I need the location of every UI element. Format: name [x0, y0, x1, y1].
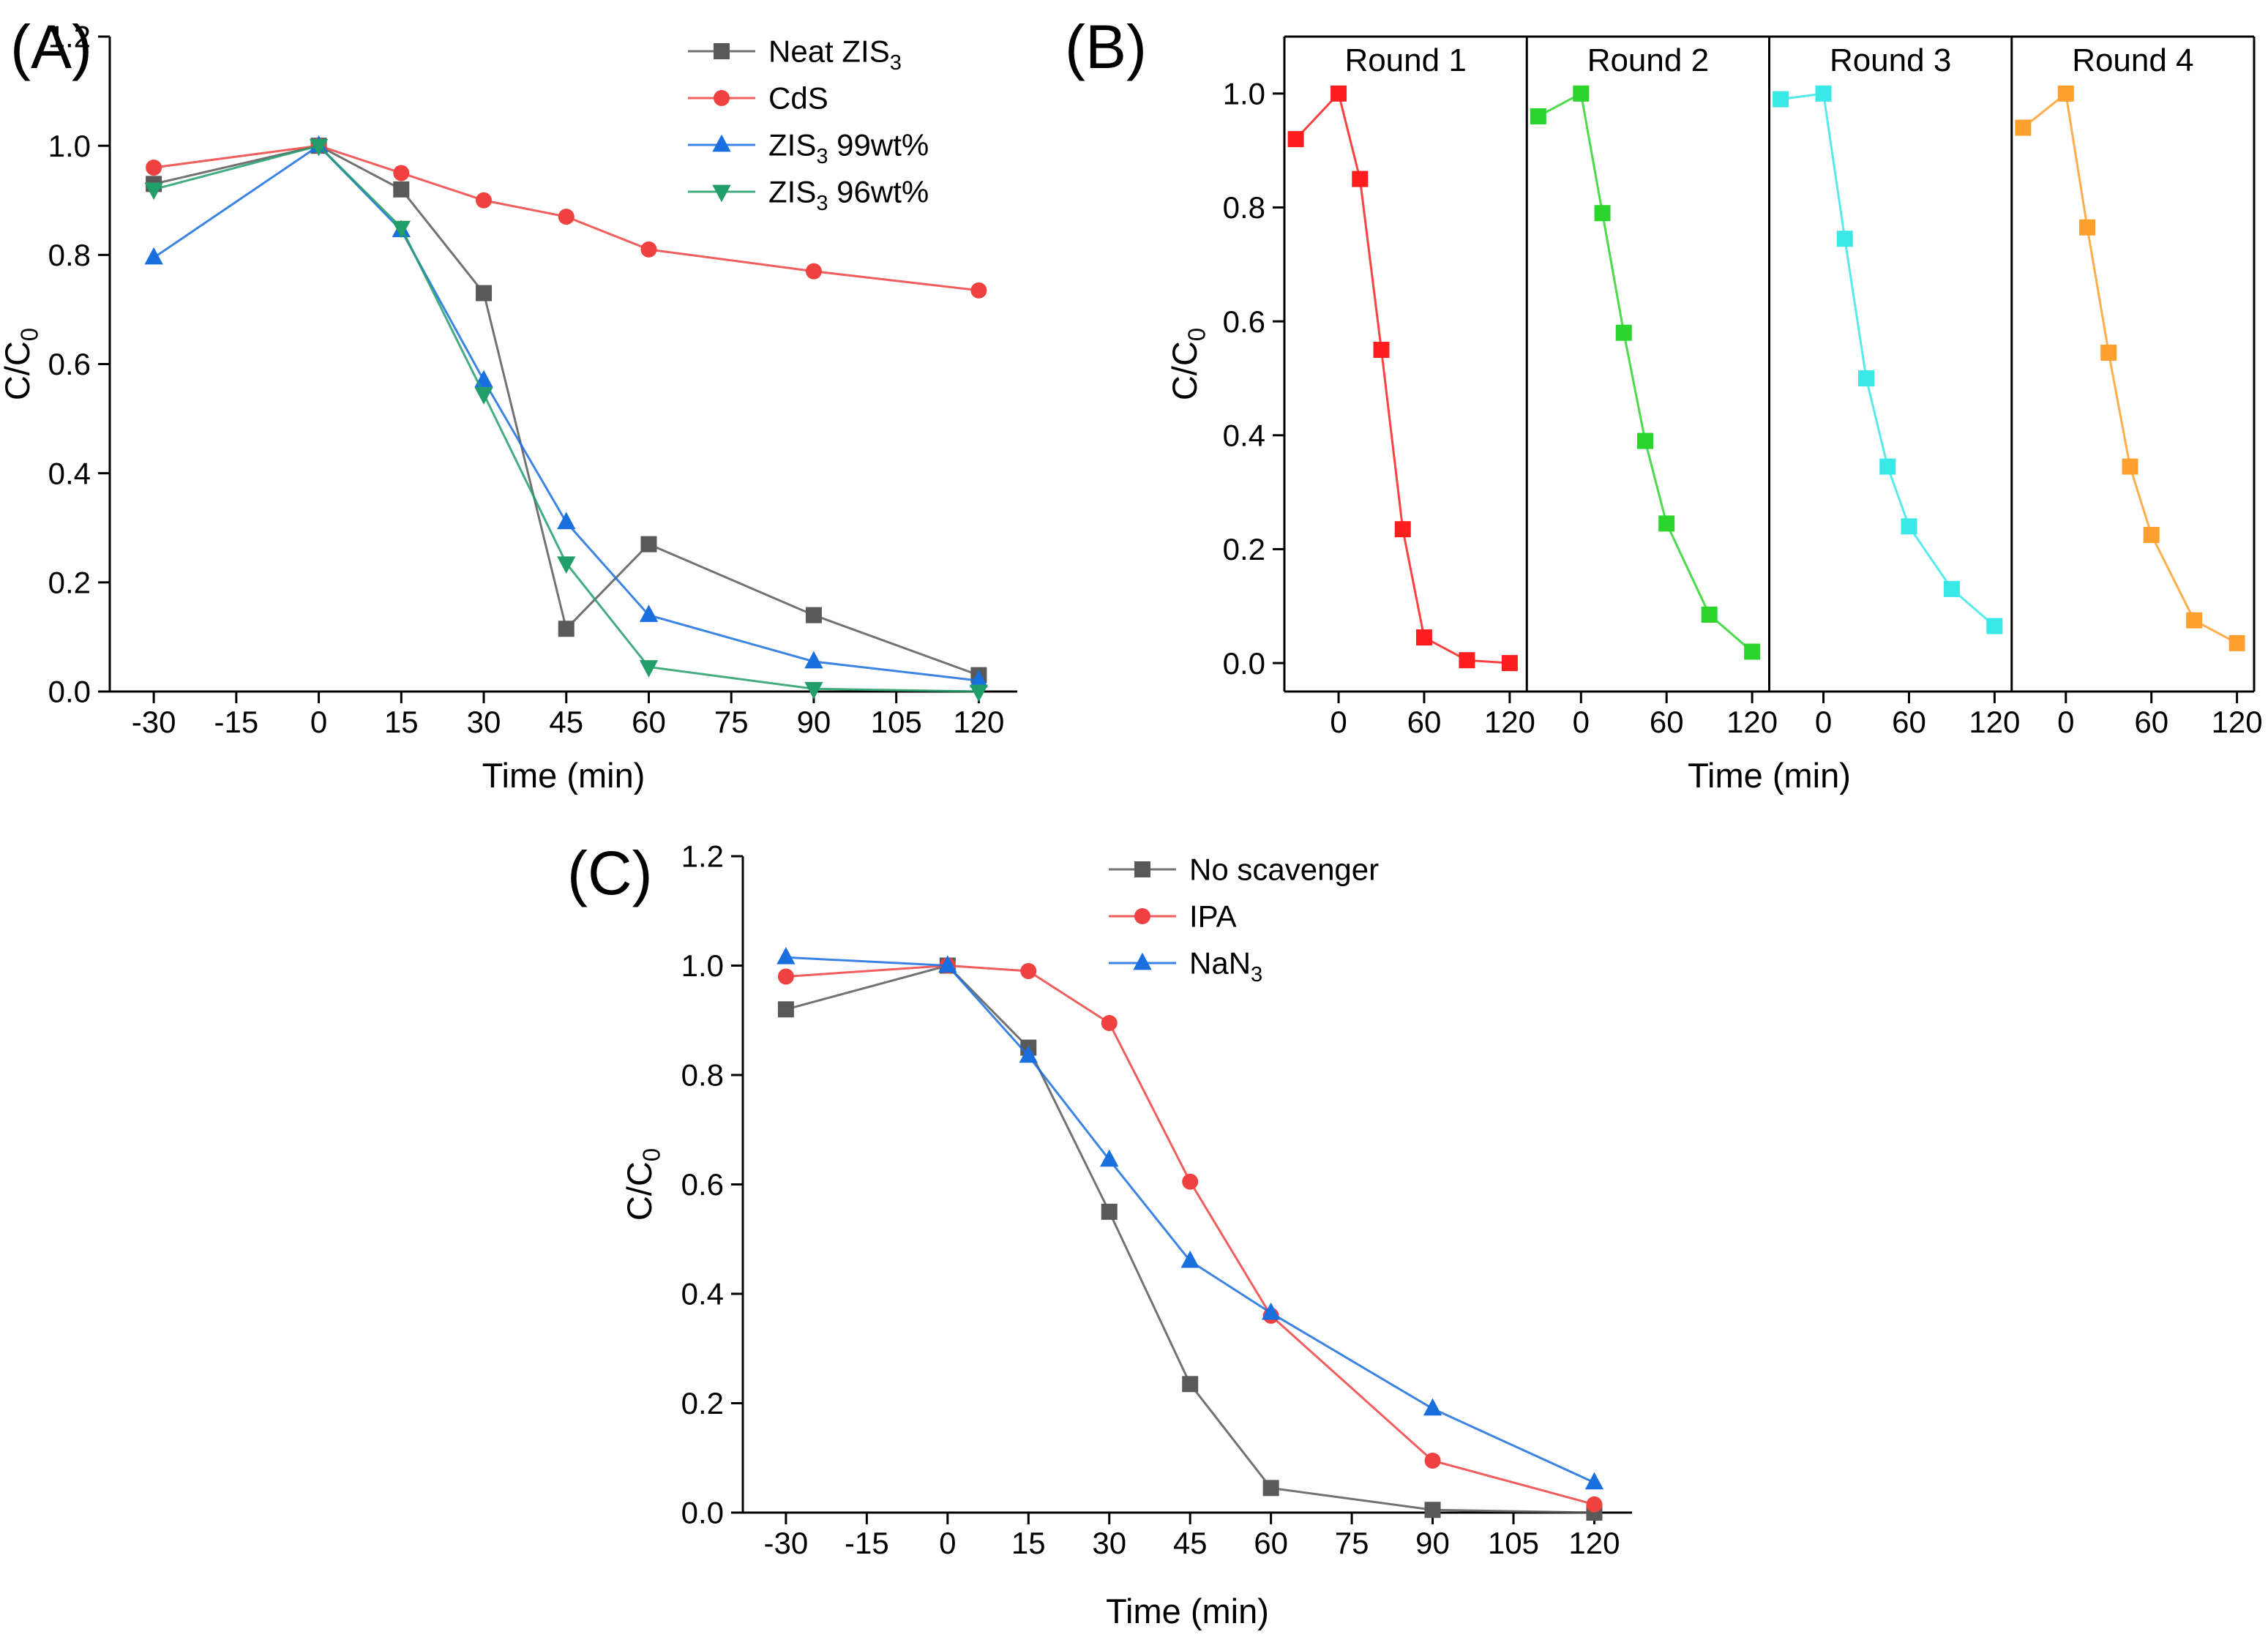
svg-text:No scavenger: No scavenger [1189, 853, 1379, 887]
svg-text:60: 60 [1254, 1526, 1288, 1560]
svg-text:ZIS3 99wt%: ZIS3 99wt% [768, 128, 929, 168]
svg-text:75: 75 [714, 705, 749, 739]
svg-text:105: 105 [1488, 1526, 1539, 1560]
svg-text:C/C0: C/C0 [620, 1148, 665, 1221]
chart-b-recycling-rounds: 0.0 0.2 0.4 0.6 0.8 1.0 0 60 120 Round 1 0 60 120 Rou… [1165, 35, 2263, 795]
svg-text:0.4: 0.4 [1223, 418, 1265, 452]
svg-text:CdS: CdS [768, 81, 828, 116]
svg-text:0.0: 0.0 [1223, 646, 1265, 681]
panel-a: (A) 0.0 0.2 0.4 0.6 0.8 1.0 1.2 -30 -15 0 15 30 45 60… [0, 0, 1039, 812]
svg-text:90: 90 [1415, 1526, 1450, 1560]
svg-text:0.6: 0.6 [1223, 304, 1265, 339]
svg-text:-30: -30 [764, 1526, 809, 1560]
svg-text:90: 90 [797, 705, 831, 739]
svg-text:0.6: 0.6 [48, 347, 91, 381]
chart-c-scavenger-test: 0.0 0.2 0.4 0.6 0.8 1.0 1.2 -30 -15 0 15 30 45 60 75 90… [620, 839, 1632, 1630]
svg-text:-15: -15 [214, 705, 258, 739]
chart-a-degradation-comparison: 0.0 0.2 0.4 0.6 0.8 1.0 1.2 -30 -15 0 15 30 45 60 75 90… [0, 20, 1017, 795]
panel-c: (C) 0.0 0.2 0.4 0.6 0.8 1.0 1.2 -30 -15 0 15 30 45 60… [538, 823, 1643, 1648]
svg-text:0.8: 0.8 [681, 1058, 724, 1093]
svg-text:60: 60 [632, 705, 666, 739]
svg-text:0: 0 [1330, 705, 1347, 739]
svg-text:Time (min): Time (min) [1106, 1592, 1269, 1630]
svg-text:60: 60 [1407, 705, 1442, 739]
svg-text:Round 3: Round 3 [1830, 42, 1951, 78]
svg-text:Round 4: Round 4 [2072, 42, 2193, 78]
svg-text:0.4: 0.4 [48, 456, 91, 490]
svg-text:1.0: 1.0 [1223, 77, 1265, 111]
svg-text:30: 30 [467, 705, 501, 739]
svg-text:1.0: 1.0 [48, 129, 91, 163]
svg-text:1.2: 1.2 [48, 20, 91, 54]
svg-text:0.2: 0.2 [681, 1386, 724, 1420]
svg-text:120: 120 [1969, 705, 2020, 739]
svg-text:1.0: 1.0 [681, 948, 724, 983]
panel-c-label: (C) [567, 839, 653, 907]
svg-text:45: 45 [1173, 1526, 1208, 1560]
svg-text:ZIS3 96wt%: ZIS3 96wt% [768, 175, 929, 215]
svg-text:Round 1: Round 1 [1344, 42, 1466, 78]
svg-text:0: 0 [939, 1526, 956, 1560]
svg-text:C/C0: C/C0 [1165, 328, 1210, 400]
svg-text:0.6: 0.6 [681, 1167, 724, 1202]
svg-text:Time (min): Time (min) [482, 756, 645, 795]
panel-a-label: (A) [10, 12, 92, 81]
svg-text:120: 120 [2212, 705, 2263, 739]
svg-text:45: 45 [549, 705, 583, 739]
svg-text:120: 120 [1484, 705, 1535, 739]
svg-text:15: 15 [384, 705, 419, 739]
svg-text:15: 15 [1011, 1526, 1046, 1560]
svg-text:0.0: 0.0 [681, 1496, 724, 1530]
svg-text:0: 0 [310, 705, 327, 739]
svg-text:0.0: 0.0 [48, 675, 91, 709]
svg-text:120: 120 [1726, 705, 1778, 739]
svg-text:IPA: IPA [1189, 899, 1237, 934]
svg-text:30: 30 [1092, 1526, 1126, 1560]
svg-text:75: 75 [1335, 1526, 1369, 1560]
svg-text:0.8: 0.8 [48, 238, 91, 272]
svg-text:60: 60 [1892, 705, 1926, 739]
panel-b-label: (B) [1065, 12, 1147, 81]
svg-text:120: 120 [953, 705, 1004, 739]
svg-text:Neat ZIS3: Neat ZIS3 [768, 34, 902, 75]
svg-text:Time (min): Time (min) [1688, 756, 1851, 795]
svg-text:0.8: 0.8 [1223, 190, 1265, 225]
svg-text:0: 0 [1815, 705, 1832, 739]
svg-text:60: 60 [2134, 705, 2168, 739]
svg-text:C/C0: C/C0 [0, 328, 42, 400]
svg-text:0: 0 [1573, 705, 1590, 739]
svg-text:0.2: 0.2 [1223, 532, 1265, 566]
svg-text:NaN3: NaN3 [1189, 946, 1262, 986]
svg-text:-30: -30 [132, 705, 176, 739]
svg-text:0.2: 0.2 [48, 566, 91, 600]
panel-b: (B) 0.0 0.2 0.4 0.6 0.8 1.0 0 60 120 Round 1 0 60 12… [1058, 0, 2265, 812]
svg-text:0.4: 0.4 [681, 1277, 724, 1311]
svg-text:0: 0 [2057, 705, 2074, 739]
svg-text:-15: -15 [845, 1526, 889, 1560]
svg-text:105: 105 [871, 705, 922, 739]
svg-text:60: 60 [1650, 705, 1684, 739]
svg-text:1.2: 1.2 [681, 839, 724, 874]
svg-text:Round 2: Round 2 [1587, 42, 1709, 78]
svg-text:120: 120 [1568, 1526, 1620, 1560]
